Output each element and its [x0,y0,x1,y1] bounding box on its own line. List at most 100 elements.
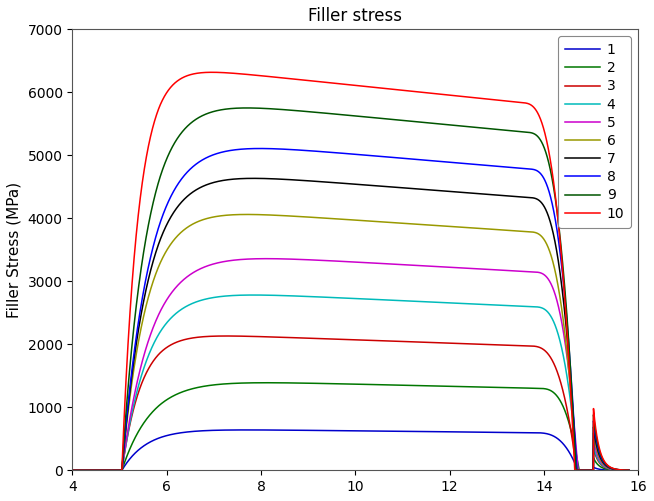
7 [625,467,632,473]
3 [222,333,230,339]
10 [165,87,173,93]
1 [614,467,622,473]
4 [69,467,77,473]
Line: 10: 10 [73,72,628,470]
4 [614,467,622,473]
9 [282,107,290,113]
7 [554,257,562,263]
Line: 4: 4 [73,295,628,470]
7 [249,175,257,181]
Line: 5: 5 [73,259,628,470]
6 [132,354,140,360]
1 [306,427,314,433]
6 [554,283,562,289]
5 [614,467,622,473]
6 [282,213,290,219]
7 [306,178,314,184]
Line: 6: 6 [73,214,628,470]
10 [282,75,290,81]
2 [282,380,290,386]
7 [614,467,622,473]
3 [69,467,77,473]
8 [554,234,562,240]
1 [243,427,251,433]
6 [243,211,251,217]
8 [165,198,173,204]
4 [554,331,562,337]
8 [256,145,264,151]
9 [132,307,140,313]
4 [282,293,290,299]
Line: 1: 1 [73,430,628,470]
5 [69,467,77,473]
9 [306,109,314,115]
10 [554,217,562,223]
9 [69,467,77,473]
10 [306,78,314,84]
1 [282,427,290,433]
5 [306,257,314,263]
7 [132,344,140,350]
5 [625,467,632,473]
8 [614,466,622,472]
6 [69,467,77,473]
2 [614,467,622,473]
1 [625,467,632,473]
2 [306,380,314,386]
3 [282,335,290,341]
5 [282,256,290,262]
3 [132,398,140,404]
Line: 3: 3 [73,336,628,470]
9 [554,216,562,222]
5 [262,256,270,262]
Line: 8: 8 [73,148,628,470]
2 [69,467,77,473]
8 [69,467,77,473]
2 [554,394,562,400]
2 [262,380,270,386]
2 [132,433,140,439]
Legend: 1, 2, 3, 4, 5, 6, 7, 8, 9, 10: 1, 2, 3, 4, 5, 6, 7, 8, 9, 10 [558,36,631,227]
4 [249,292,257,298]
3 [165,343,173,349]
5 [165,294,173,300]
9 [165,151,173,157]
7 [69,467,77,473]
2 [165,395,173,401]
7 [282,176,290,182]
9 [243,105,251,111]
9 [625,467,632,473]
6 [614,467,622,473]
4 [625,467,632,473]
10 [614,466,622,472]
3 [554,371,562,377]
8 [306,148,314,154]
8 [625,467,632,473]
1 [554,436,562,442]
1 [165,432,173,438]
3 [625,467,632,473]
8 [282,146,290,152]
9 [614,466,622,472]
10 [132,236,140,242]
6 [625,467,632,473]
7 [165,217,173,223]
Line: 2: 2 [73,383,628,470]
1 [132,449,140,455]
8 [132,337,140,343]
2 [625,467,632,473]
Title: Filler stress: Filler stress [308,7,402,25]
10 [208,69,216,75]
3 [614,467,622,473]
4 [165,318,173,324]
Line: 9: 9 [73,108,628,470]
1 [69,467,77,473]
6 [165,244,173,250]
3 [306,335,314,341]
10 [69,467,77,473]
5 [132,385,140,391]
4 [306,294,314,300]
5 [554,302,562,308]
Line: 7: 7 [73,178,628,470]
Y-axis label: Filler Stress (MPa): Filler Stress (MPa) [7,182,22,318]
